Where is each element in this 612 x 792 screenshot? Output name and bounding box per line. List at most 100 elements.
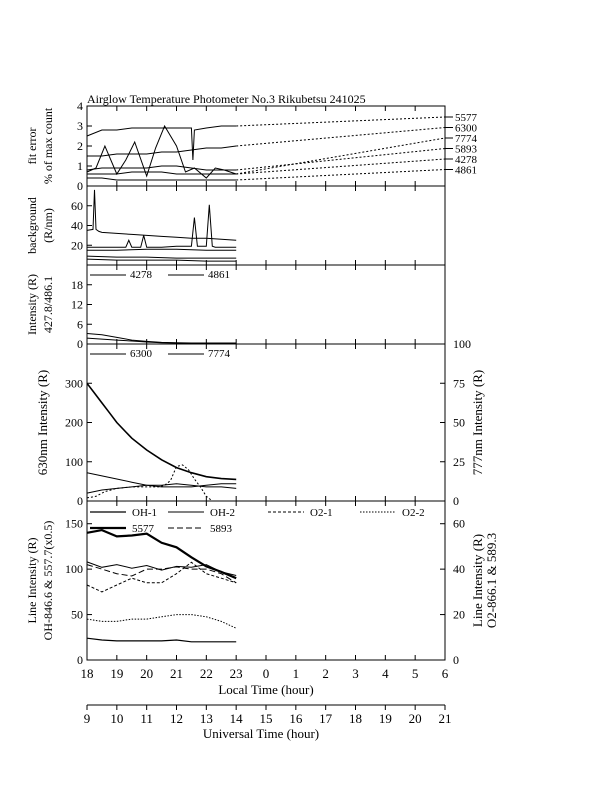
y-tick-label: 100 — [65, 562, 83, 576]
y-tick-label: 150 — [65, 517, 83, 531]
y-tick-label: 0 — [77, 494, 83, 508]
legend-label: 5577 — [132, 523, 155, 535]
y-tick-label: 200 — [65, 416, 83, 430]
legend-leader — [236, 148, 446, 171]
local-time-tick-label: 5 — [412, 666, 419, 681]
y2-tick-label: 50 — [453, 416, 465, 430]
legend-leader — [236, 158, 446, 175]
series-line-OH-1 — [86, 637, 237, 643]
y-tick-label: 18 — [71, 278, 83, 292]
y-tick-label: 40 — [71, 219, 83, 233]
y-tick-label: 20 — [71, 238, 83, 252]
ut-tick-label: 9 — [84, 711, 91, 726]
y-tick-label: 1 — [77, 159, 83, 173]
series-line-5577 — [86, 125, 237, 161]
y-axis-label: Line Intensity (R) — [25, 538, 39, 624]
legend-label: 4278 — [455, 154, 478, 166]
y-axis-label: (R/nm) — [41, 208, 55, 243]
legend-leader — [236, 116, 446, 127]
ut-tick-label: 20 — [409, 711, 422, 726]
y-tick-label: 6 — [77, 317, 83, 331]
series-line-5893 — [86, 564, 237, 584]
y-tick-label: 2 — [77, 139, 83, 153]
y-axis-label: OH-846.6 & 557.7(x0.5) — [41, 521, 55, 641]
y-tick-label: 12 — [71, 298, 83, 312]
local-time-tick-label: 21 — [170, 666, 183, 681]
legend-label: 6300 — [455, 123, 478, 135]
y-tick-label: 50 — [71, 608, 83, 622]
ut-tick-label: 14 — [230, 711, 244, 726]
y-tick-label: 60 — [71, 199, 83, 213]
series-line — [86, 255, 237, 259]
panel-frame — [86, 185, 446, 266]
panel-background: 20 40 60 background (R/nm) — [25, 185, 446, 266]
y2-tick-label: 20 — [453, 608, 465, 622]
series-line-O2-1 — [86, 561, 237, 593]
series-line-5893 — [86, 165, 237, 171]
series-line-7774 — [86, 472, 237, 488]
y-tick-label: 300 — [65, 376, 83, 390]
panel-frame — [86, 105, 446, 187]
y2-tick-label: 100 — [453, 337, 471, 351]
local-time-tick-label: 23 — [230, 666, 243, 681]
y-tick-label: 100 — [65, 455, 83, 469]
panel-fit_error: 0 1 2 3 4 fit error% of max count 557763007774… — [25, 99, 478, 193]
local-time-tick-label: 1 — [293, 666, 300, 681]
y2-tick-label: 75 — [453, 376, 465, 390]
local-time-tick-label: 19 — [110, 666, 123, 681]
legend-label: 7774 — [455, 133, 478, 145]
y2-tick-label: 60 — [453, 517, 465, 531]
legend-label: OH-1 — [132, 507, 157, 519]
local-time-tick-label: 4 — [382, 666, 389, 681]
figure-title: Airglow Temperature Photometer No.3 Riku… — [87, 92, 366, 106]
y2-tick-label: 25 — [453, 455, 465, 469]
series-line — [86, 258, 237, 262]
legend-label: 4861 — [455, 165, 477, 177]
ut-tick-label: 11 — [140, 711, 153, 726]
local-time-tick-label: 0 — [263, 666, 270, 681]
ut-tick-label: 18 — [349, 711, 362, 726]
legend-leader — [236, 169, 446, 181]
legend-label: 6300 — [130, 348, 153, 360]
series-line-5577 — [86, 528, 237, 580]
legend-label: O2-2 — [402, 507, 425, 519]
local-time-tick-label: 20 — [140, 666, 153, 681]
legend-label: 4861 — [208, 269, 230, 281]
ut-tick-label: 12 — [170, 711, 183, 726]
series-line — [86, 464, 237, 502]
ut-tick-label: 10 — [110, 711, 123, 726]
series-line — [86, 483, 237, 494]
series-line-4861 — [87, 177, 237, 181]
legend-label: 5893 — [210, 523, 233, 535]
legend-label: O2-1 — [310, 507, 333, 519]
y-tick-label: 3 — [77, 119, 83, 133]
local-time-tick-label: 18 — [81, 666, 94, 681]
legend-label: OH-2 — [210, 507, 235, 519]
local-time-axis-label: Local Time (hour) — [218, 682, 313, 697]
y2-axis-label: O2-866.1 & 589.3 — [484, 533, 499, 628]
y-tick-label: 0 — [77, 653, 83, 667]
y2-tick-label: 0 — [453, 494, 459, 508]
y2-axis-label: Line Intensity (R) — [470, 534, 485, 627]
ut-tick-label: 17 — [319, 711, 333, 726]
ut-tick-label: 19 — [379, 711, 392, 726]
legend-label: 5577 — [455, 112, 478, 124]
series-line-O2-2 — [86, 614, 237, 629]
y2-tick-label: 40 — [453, 562, 465, 576]
local-time-tick-label: 6 — [442, 666, 449, 681]
y-axis-label: 630nm Intensity (R) — [35, 370, 50, 475]
local-time-tick-label: 3 — [352, 666, 359, 681]
ut-tick-label: 13 — [200, 711, 213, 726]
series-line-7774 — [86, 124, 237, 179]
legend-leader — [236, 137, 446, 175]
series-line — [86, 189, 237, 241]
series-line-OH-2 — [86, 561, 237, 576]
panel-red_intensity: 0 100 200 300 0 25 50 75 100 630nm Intensity (R) 7… — [35, 337, 485, 508]
series-line-4278 — [87, 171, 237, 175]
legend-label: 7774 — [208, 348, 231, 360]
y-axis-label: 427.8/486.1 — [41, 276, 55, 333]
